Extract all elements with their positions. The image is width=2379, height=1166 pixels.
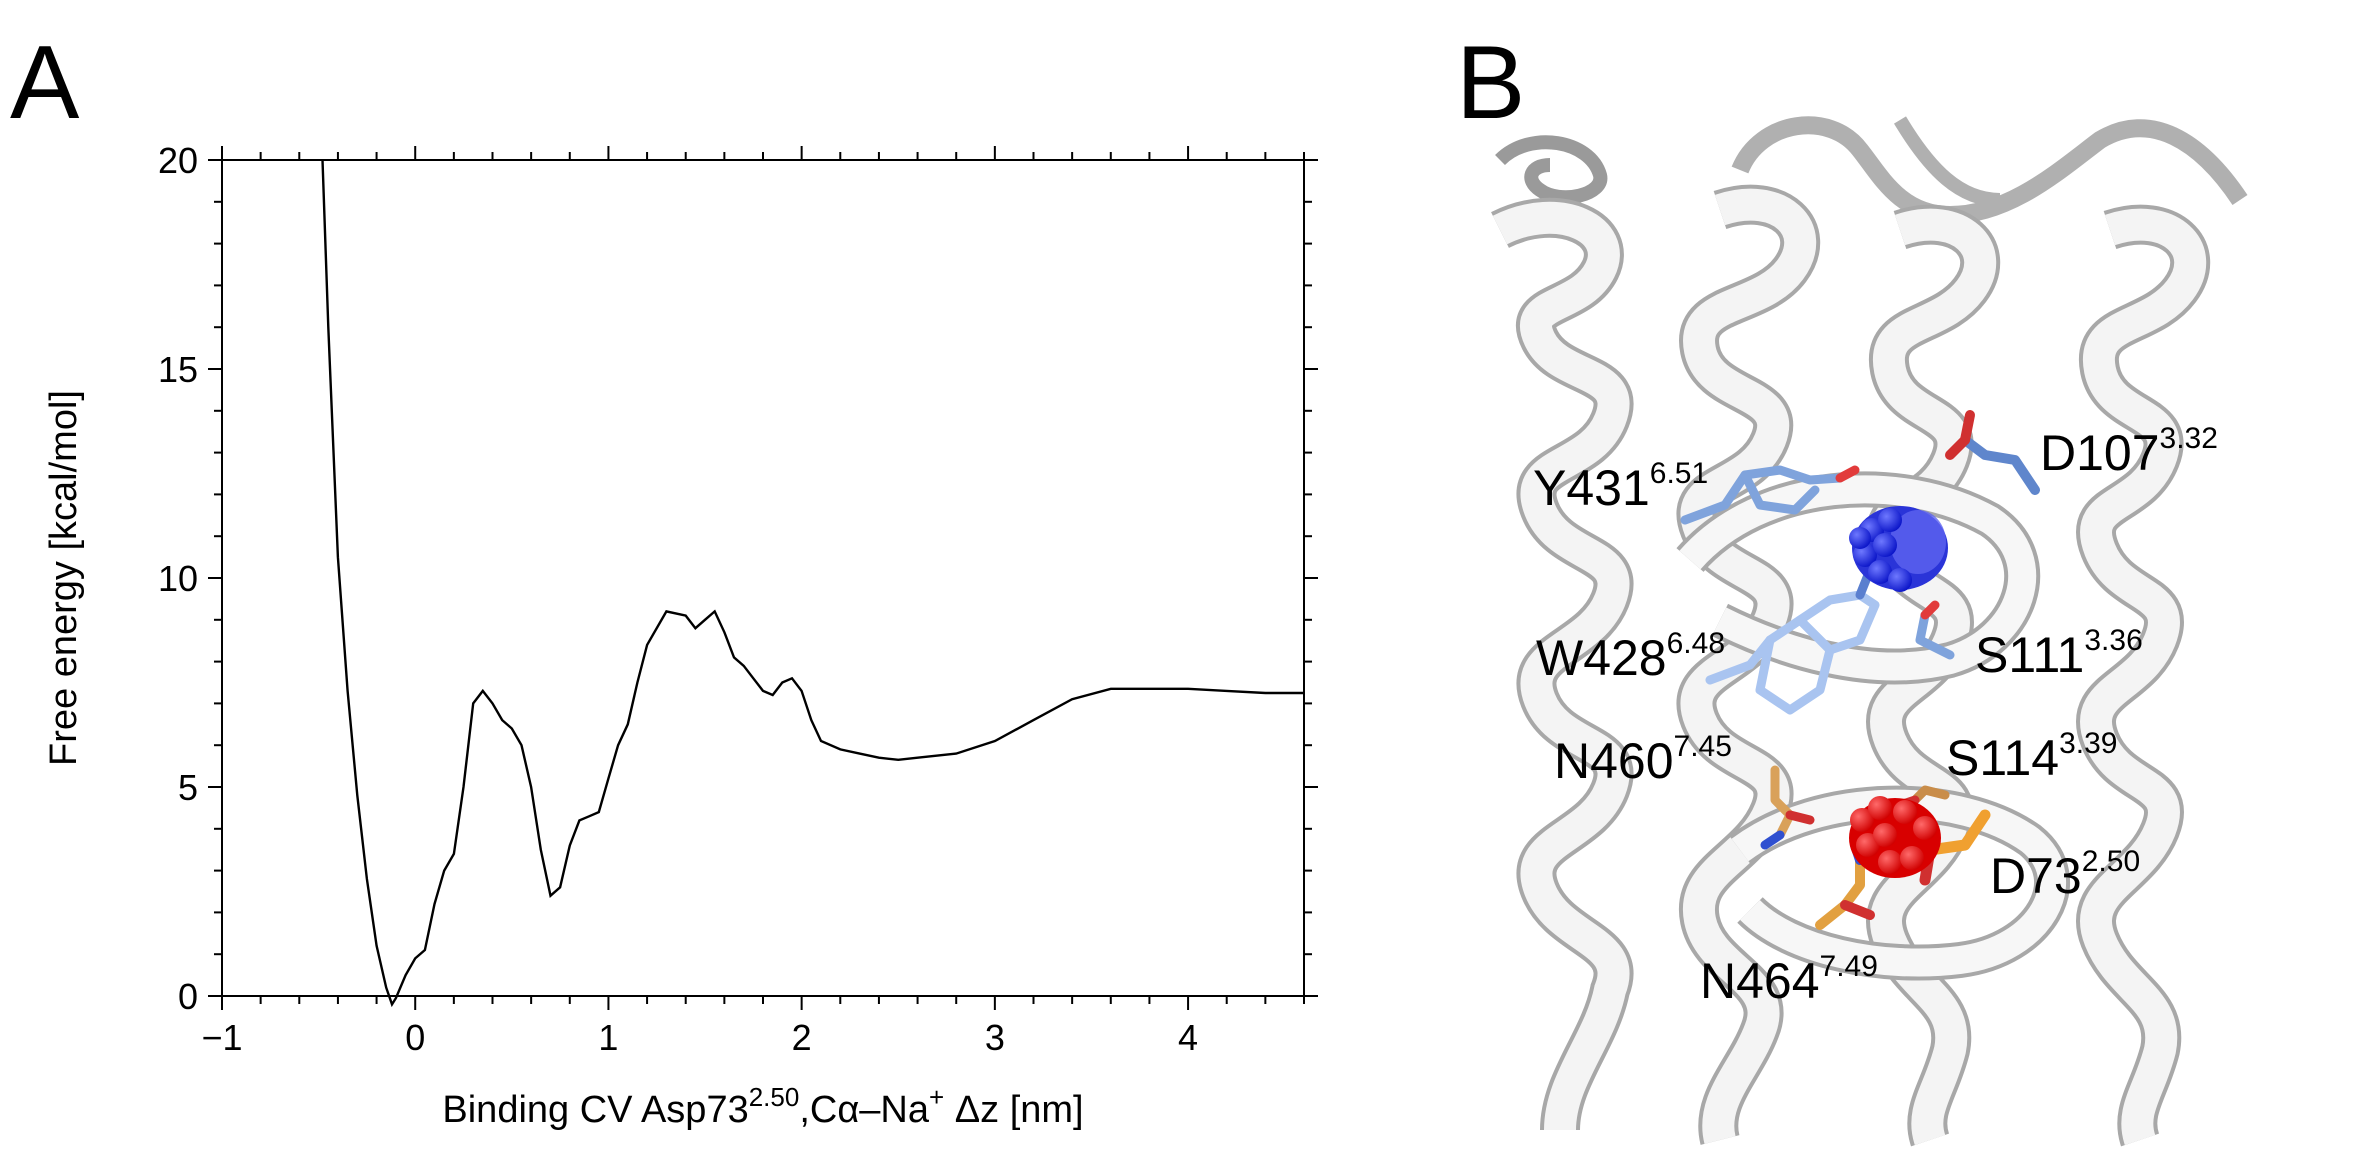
panel-b: B xyxy=(1456,25,2248,1147)
residue-labels: Y4316.51 D1073.32 W4286.48 S1113.36 N460… xyxy=(1533,422,2218,1009)
plot-frame xyxy=(221,159,1305,997)
label-w428: W4286.48 xyxy=(1536,627,1725,686)
y-tick-label: 15 xyxy=(158,349,198,390)
x-tick-label: 1 xyxy=(598,1017,618,1058)
y-tick-label: 5 xyxy=(178,767,198,808)
y-tick-label: 10 xyxy=(158,558,198,599)
label-y431: Y4316.51 xyxy=(1533,457,1708,516)
ligand-blue-cluster xyxy=(1849,506,1948,592)
label-d107: D1073.32 xyxy=(2040,422,2218,481)
helix-right xyxy=(2076,204,2211,1147)
helix-left xyxy=(1491,197,1634,1132)
x-axis-label: Binding CV Asp732.50,Cα–Na+ Δz [nm] xyxy=(442,1082,1083,1131)
helix-center-left xyxy=(1676,184,1821,1145)
ion-red-cluster xyxy=(1849,796,1941,878)
label-d73: D732.50 xyxy=(1990,845,2140,904)
x-tick-label: −1 xyxy=(201,1017,242,1058)
label-n464: N4647.49 xyxy=(1700,950,1878,1009)
label-n460: N4607.45 xyxy=(1554,730,1732,789)
n460-stick xyxy=(1760,765,1815,850)
label-s114: S1143.39 xyxy=(1946,727,2117,786)
x-tick-label: 3 xyxy=(985,1017,1005,1058)
y-ticks: 0 5 10 15 20 xyxy=(158,140,1318,1017)
y-axis-label: Free energy [kcal/mol] xyxy=(43,390,85,766)
x-ticks: −1 0 1 2 3 4 xyxy=(201,146,1305,1058)
s111-stick xyxy=(1915,600,1955,660)
d107-stick xyxy=(1945,410,2040,495)
y431-stick xyxy=(1680,465,1860,525)
x-tick-label: 4 xyxy=(1178,1017,1198,1058)
free-energy-curve xyxy=(321,159,1304,1008)
panel-a-letter: A xyxy=(10,25,80,141)
y-tick-label: 0 xyxy=(178,976,198,1017)
panel-b-letter: B xyxy=(1456,25,1525,141)
x-tick-label: 2 xyxy=(792,1017,812,1058)
x-tick-label: 0 xyxy=(405,1017,425,1058)
label-s111: S1113.36 xyxy=(1975,624,2143,683)
y-tick-label: 20 xyxy=(158,140,198,181)
protein-ribbon-structure xyxy=(1491,116,2248,1147)
